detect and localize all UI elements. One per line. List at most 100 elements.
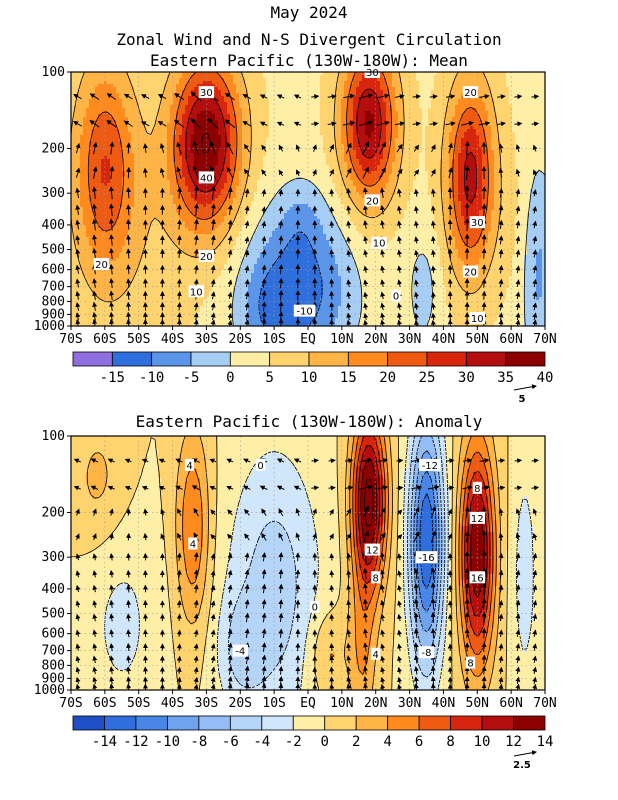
shading-cell bbox=[431, 291, 447, 295]
shading-cell bbox=[485, 75, 507, 79]
shading-cell bbox=[269, 201, 327, 205]
shading-cell bbox=[224, 153, 231, 157]
wind-vector bbox=[176, 166, 182, 179]
shading-cell bbox=[443, 487, 450, 491]
shading-cell bbox=[347, 520, 351, 524]
shading-cell bbox=[233, 526, 264, 530]
shading-cell bbox=[479, 288, 507, 292]
shading-cell bbox=[491, 478, 498, 482]
wind-vector bbox=[532, 278, 538, 288]
shading-cell bbox=[338, 526, 348, 530]
shading-cell bbox=[92, 207, 120, 211]
shading-cell bbox=[488, 195, 495, 199]
wind-vector bbox=[210, 302, 216, 311]
shading-cell bbox=[404, 213, 435, 217]
shading-cell bbox=[71, 99, 78, 103]
shading-cell bbox=[488, 514, 492, 518]
shading-cell bbox=[176, 520, 183, 524]
shading-cell bbox=[395, 105, 405, 109]
shading-cell bbox=[422, 514, 432, 518]
shading-cell bbox=[491, 475, 498, 479]
shading-cell bbox=[530, 505, 545, 509]
shading-cell bbox=[350, 159, 360, 163]
shading-cell bbox=[392, 171, 399, 175]
shading-cell bbox=[455, 153, 459, 157]
shading-cell bbox=[182, 165, 189, 169]
shading-cell bbox=[71, 306, 201, 310]
shading-cell bbox=[347, 445, 354, 449]
shading-cell bbox=[230, 138, 237, 142]
shading-cell bbox=[71, 147, 81, 151]
shading-cell bbox=[224, 99, 234, 103]
shading-cell bbox=[488, 526, 492, 530]
shading-cell bbox=[494, 511, 501, 515]
shading-cell bbox=[533, 183, 545, 187]
shading-cell bbox=[230, 123, 237, 127]
shading-cell bbox=[422, 120, 429, 124]
shading-cell bbox=[230, 541, 258, 545]
shading-cell bbox=[188, 472, 198, 476]
shading-cell bbox=[248, 102, 270, 106]
shading-cell bbox=[413, 312, 432, 316]
shading-cell bbox=[452, 159, 459, 163]
shading-cell bbox=[311, 243, 330, 247]
shading-cell bbox=[176, 484, 186, 488]
shading-cell bbox=[485, 102, 495, 106]
wind-vector bbox=[109, 218, 114, 231]
shading-cell bbox=[347, 213, 363, 217]
shading-cell bbox=[491, 499, 495, 503]
shading-cell bbox=[386, 102, 390, 106]
shading-cell bbox=[512, 108, 545, 112]
shading-cell bbox=[458, 132, 465, 136]
shading-cell bbox=[413, 186, 429, 190]
shading-cell bbox=[416, 514, 423, 518]
shading-cell bbox=[134, 493, 162, 497]
shading-cell bbox=[134, 204, 177, 208]
shading-cell bbox=[209, 523, 216, 527]
shading-cell bbox=[362, 505, 378, 509]
contour-label: -10 bbox=[296, 307, 312, 318]
shading-cell bbox=[86, 481, 108, 485]
shading-cell bbox=[386, 448, 393, 452]
shading-cell bbox=[455, 198, 459, 202]
shading-cell bbox=[377, 439, 381, 443]
shading-cell bbox=[509, 538, 519, 542]
shading-cell bbox=[188, 126, 195, 130]
shading-cell bbox=[374, 129, 381, 133]
shading-cell bbox=[251, 237, 270, 241]
shading-cell bbox=[362, 165, 378, 169]
shading-cell bbox=[218, 102, 228, 106]
shading-cell bbox=[374, 198, 393, 202]
shading-cell bbox=[515, 240, 528, 244]
shading-cell bbox=[107, 478, 141, 482]
wind-vector bbox=[312, 144, 317, 152]
shading-cell bbox=[212, 81, 225, 85]
shading-cell bbox=[233, 78, 246, 82]
shading-cell bbox=[224, 201, 234, 205]
shading-cell bbox=[461, 114, 480, 118]
shading-cell bbox=[386, 165, 393, 169]
shading-cell bbox=[392, 529, 399, 533]
shading-cell bbox=[374, 117, 381, 121]
shading-cell bbox=[158, 219, 183, 223]
shading-cell bbox=[488, 165, 495, 169]
shading-cell bbox=[347, 192, 360, 196]
shading-cell bbox=[185, 180, 195, 184]
shading-cell bbox=[236, 192, 246, 196]
shading-cell bbox=[416, 451, 426, 455]
shading-cell bbox=[395, 183, 414, 187]
shading-cell bbox=[356, 529, 360, 533]
shading-cell bbox=[410, 195, 432, 199]
shading-cell bbox=[530, 511, 545, 515]
shading-cell bbox=[224, 159, 231, 163]
shading-cell bbox=[245, 183, 258, 187]
shading-cell bbox=[185, 84, 198, 88]
wind-vector bbox=[515, 205, 521, 214]
shading-cell bbox=[422, 135, 426, 139]
shading-cell bbox=[263, 526, 285, 530]
shading-cell bbox=[356, 481, 360, 485]
shading-cell bbox=[233, 180, 240, 184]
shading-cell bbox=[434, 213, 444, 217]
shading-cell bbox=[359, 162, 381, 166]
